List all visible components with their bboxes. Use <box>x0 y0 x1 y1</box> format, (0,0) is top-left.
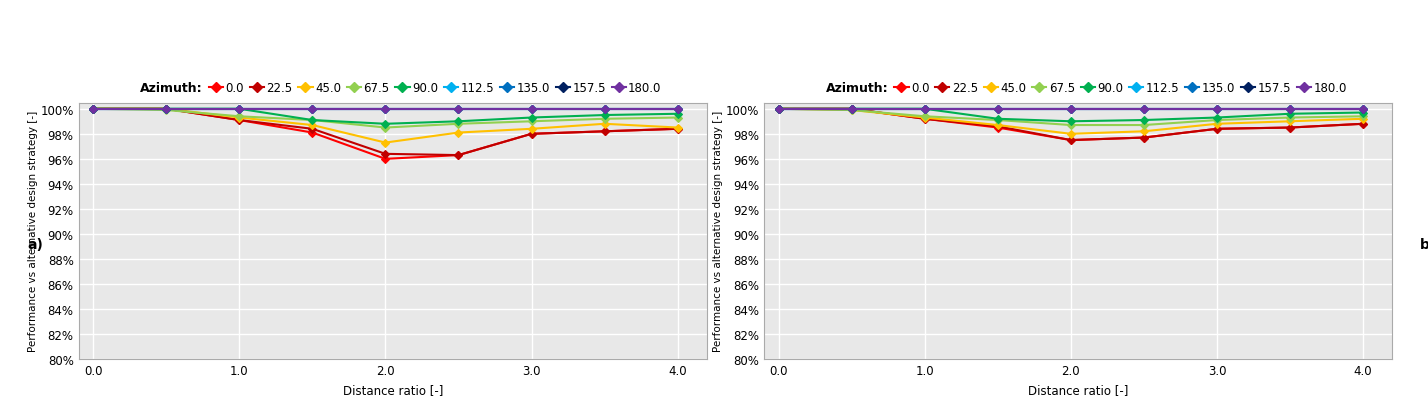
Text: a): a) <box>27 237 44 251</box>
Y-axis label: Performance vs alternative design strategy [-]: Performance vs alternative design strate… <box>713 111 723 351</box>
X-axis label: Distance ratio [-]: Distance ratio [-] <box>1028 383 1128 396</box>
Text: b): b) <box>1419 237 1428 251</box>
X-axis label: Distance ratio [-]: Distance ratio [-] <box>343 383 443 396</box>
Legend: Azimuth:, 0.0, 22.5, 45.0, 67.5, 90.0, 112.5, 135.0, 157.5, 180.0: Azimuth:, 0.0, 22.5, 45.0, 67.5, 90.0, 1… <box>124 82 661 95</box>
Y-axis label: Performance vs alternative design strategy [-]: Performance vs alternative design strate… <box>27 111 37 351</box>
Legend: Azimuth:, 0.0, 22.5, 45.0, 67.5, 90.0, 112.5, 135.0, 157.5, 180.0: Azimuth:, 0.0, 22.5, 45.0, 67.5, 90.0, 1… <box>810 82 1347 95</box>
